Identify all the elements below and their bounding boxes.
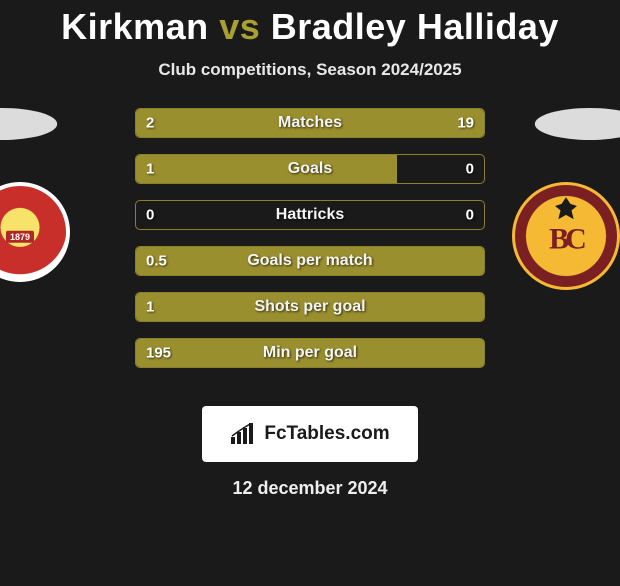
stat-row: 195 Min per goal — [135, 338, 485, 368]
stat-value-right: 19 — [457, 115, 474, 132]
stat-label: Hattricks — [276, 206, 344, 224]
stat-row: 0.5 Goals per match — [135, 246, 485, 276]
player1-photo-placeholder — [0, 108, 57, 140]
stat-label: Goals per match — [247, 252, 372, 270]
stat-value-left: 1 — [146, 299, 154, 316]
stat-label: Matches — [278, 114, 342, 132]
vs-separator: vs — [219, 6, 260, 47]
stat-value-right: 0 — [466, 161, 474, 178]
player2-avatar-slot — [482, 108, 620, 290]
stat-row: 1 Shots per goal — [135, 292, 485, 322]
stat-row: 1 0 Goals — [135, 154, 485, 184]
stat-value-left: 1 — [146, 161, 154, 178]
player1-name: Kirkman — [61, 6, 209, 47]
comparison-arena: 2 19 Matches 1 0 Goals 0 0 Hattricks 0.5 Goals per… — [0, 108, 620, 388]
stat-value-right: 0 — [466, 207, 474, 224]
stat-label: Shots per goal — [254, 298, 365, 316]
player2-photo-placeholder — [535, 108, 620, 140]
player1-club-crest — [0, 182, 70, 282]
stat-row: 0 0 Hattricks — [135, 200, 485, 230]
stat-label: Min per goal — [263, 344, 357, 362]
player1-avatar-slot — [0, 108, 110, 282]
brand-text: FcTables.com — [264, 423, 389, 445]
stat-label: Goals — [288, 160, 332, 178]
stat-value-left: 0 — [146, 207, 154, 224]
stat-value-left: 0.5 — [146, 253, 167, 270]
bars-icon — [230, 423, 258, 445]
brand-badge: FcTables.com — [202, 406, 418, 462]
player2-club-crest — [512, 182, 620, 290]
stat-fill-left — [136, 155, 397, 183]
stat-row: 2 19 Matches — [135, 108, 485, 138]
stat-value-left: 195 — [146, 345, 171, 362]
stat-value-left: 2 — [146, 115, 154, 132]
subtitle: Club competitions, Season 2024/2025 — [0, 60, 620, 80]
date-label: 12 december 2024 — [0, 478, 620, 499]
player2-name: Bradley Halliday — [271, 6, 559, 47]
comparison-title: Kirkman vs Bradley Halliday — [0, 6, 620, 48]
stat-bars-container: 2 19 Matches 1 0 Goals 0 0 Hattricks 0.5 Goals per… — [135, 108, 485, 384]
